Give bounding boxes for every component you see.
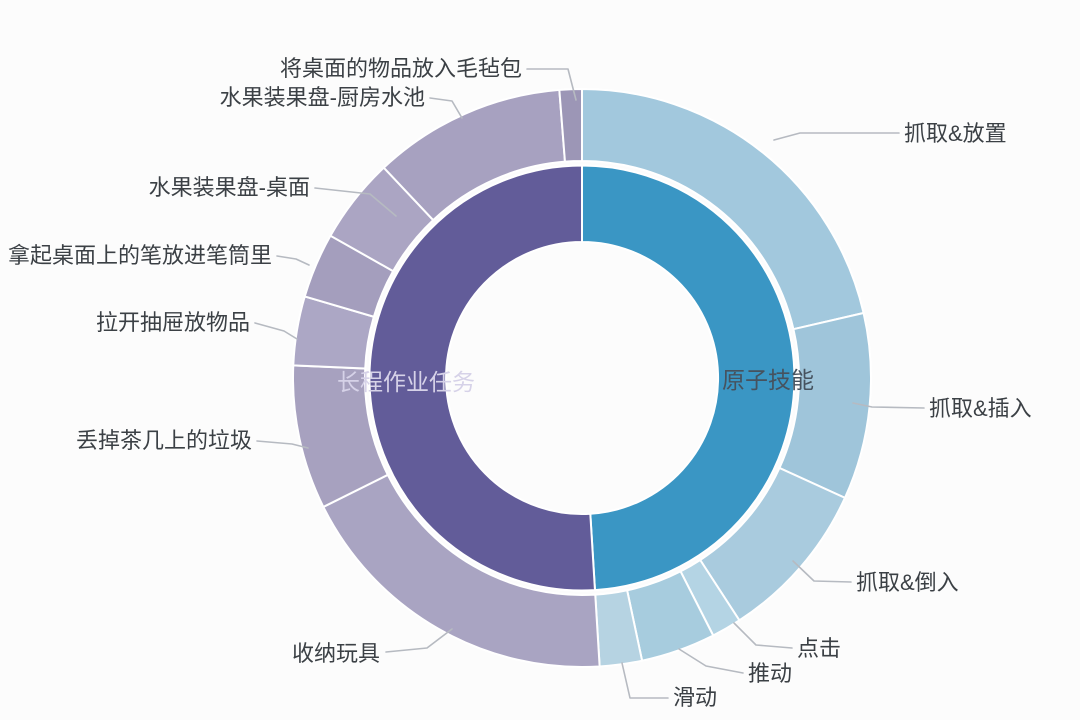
inner-segment-long-horizon-tasks [368,164,597,592]
segment-label-fruit-into-plate-desktop: 水果装果盘-桌面 [149,175,310,200]
segment-label-click: 点击 [797,636,841,661]
leader-line-click [733,622,793,649]
leader-line-throw-away-trash-on-tea-table [256,440,309,449]
leader-line-put-pen-into-pen-holder [276,255,310,266]
segment-label-fruit-into-plate-kitchen-sink: 水果装果盘-厨房水池 [220,85,425,110]
segment-label-open-drawer-put-items: 拉开抽屉放物品 [96,310,250,335]
leader-line-put-desktop-items-into-felt-bag [526,68,577,101]
segment-label-put-desktop-items-into-felt-bag: 将桌面的物品放入毛毡包 [280,56,522,81]
leader-line-open-drawer-put-items [254,322,298,340]
segment-label-grab-and-pour: 抓取&倒入 [856,570,959,595]
leader-line-store-toys [385,628,453,653]
ring-label-atomic-skills: 原子技能 [722,367,814,393]
segment-label-grab-and-place: 抓取&放置 [904,121,1007,146]
segment-label-put-pen-into-pen-holder: 拿起桌面上的笔放进笔筒里 [8,243,272,268]
segment-label-slide: 滑动 [673,685,717,710]
outer-segment-put-desktop-items-into-felt-bag [558,87,583,163]
leader-line-push [678,648,744,674]
segment-label-grab-and-insert: 抓取&插入 [929,396,1032,421]
segment-label-push: 推动 [748,661,792,686]
leader-line-fruit-into-plate-desktop [314,187,397,217]
ring-label-long-horizon-tasks: 长程作业任务 [337,369,475,395]
leader-line-grab-and-pour [792,560,852,583]
inner-segment-atomic-skills [581,164,796,592]
segment-label-store-toys: 收纳玩具 [292,641,380,666]
leader-line-grab-and-place [773,132,900,141]
segment-label-throw-away-trash-on-tea-table: 丢掉茶几上的垃圾 [76,428,252,453]
leader-line-slide [621,662,669,699]
leader-line-grab-and-insert [852,402,925,409]
leader-line-fruit-into-plate-kitchen-sink [429,97,463,119]
